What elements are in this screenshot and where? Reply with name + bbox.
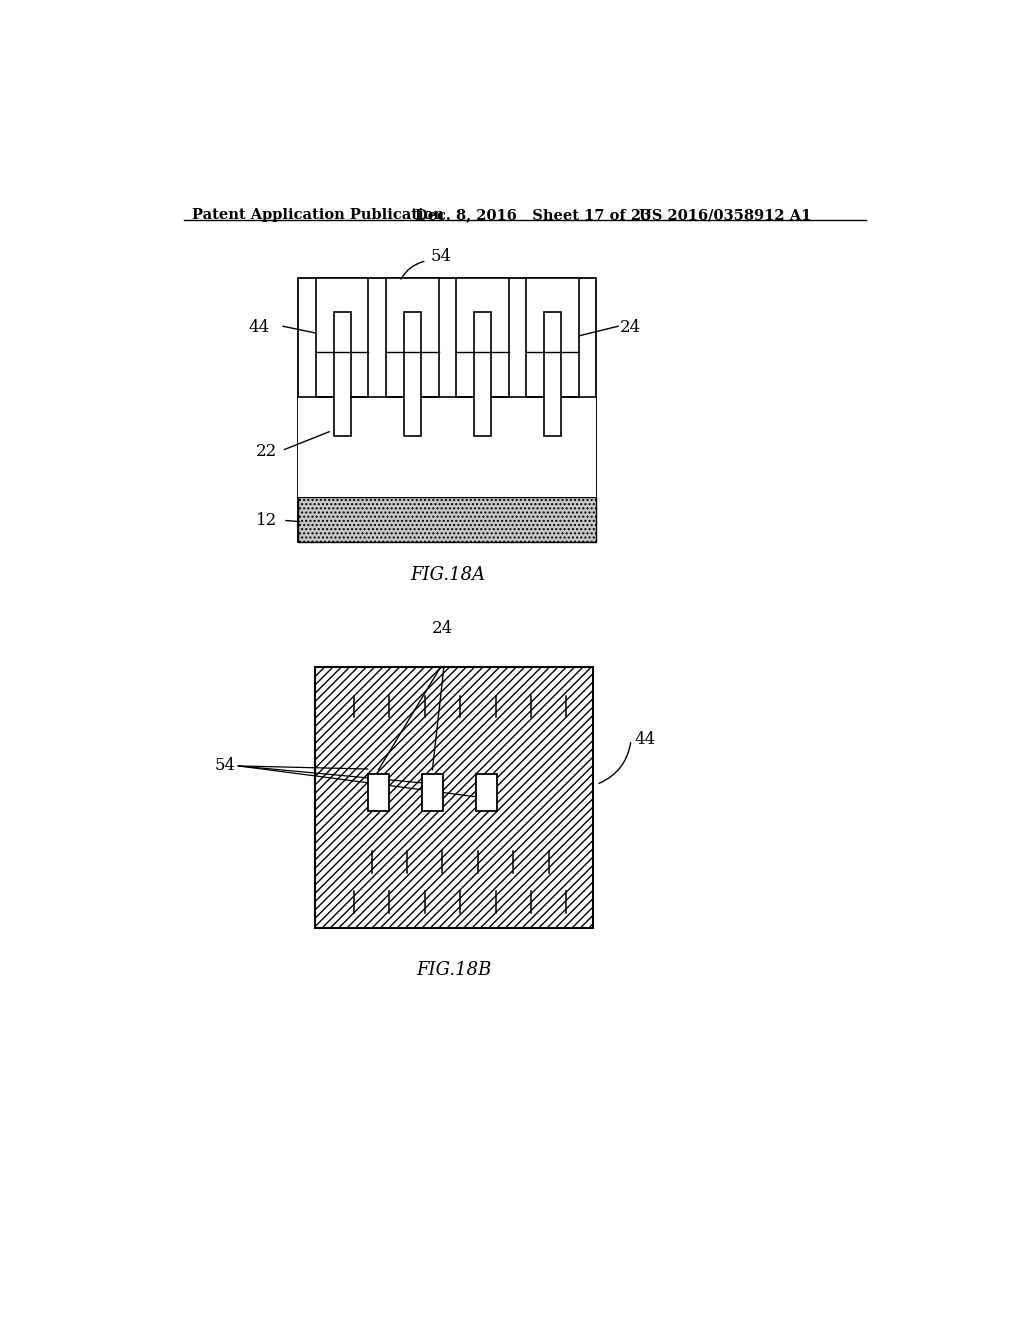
Bar	[403, 313, 421, 436]
Text: 24: 24	[432, 620, 453, 638]
Bar	[474, 313, 490, 436]
Text: 54: 54	[430, 248, 452, 265]
Bar	[368, 774, 389, 810]
Bar	[334, 313, 351, 436]
Bar	[386, 277, 438, 397]
Text: Dec. 8, 2016   Sheet 17 of 23: Dec. 8, 2016 Sheet 17 of 23	[416, 209, 651, 223]
Text: 44: 44	[249, 319, 269, 337]
Text: 22: 22	[256, 442, 278, 459]
Text: 44: 44	[635, 731, 656, 748]
Bar	[475, 774, 497, 810]
Bar	[316, 277, 369, 397]
Bar	[315, 667, 593, 928]
Bar	[298, 498, 596, 543]
Text: FIG.18A: FIG.18A	[410, 566, 485, 585]
Text: 54: 54	[215, 758, 237, 775]
Text: FIG.18B: FIG.18B	[417, 961, 492, 978]
Text: Patent Application Publication: Patent Application Publication	[193, 209, 444, 223]
Text: 24: 24	[620, 319, 641, 337]
Bar	[457, 277, 509, 397]
Bar	[422, 774, 443, 810]
Bar	[298, 397, 596, 498]
Bar	[298, 277, 596, 543]
Bar	[544, 313, 561, 436]
Text: 12: 12	[256, 512, 278, 529]
Bar	[526, 277, 579, 397]
Text: US 2016/0358912 A1: US 2016/0358912 A1	[639, 209, 811, 223]
